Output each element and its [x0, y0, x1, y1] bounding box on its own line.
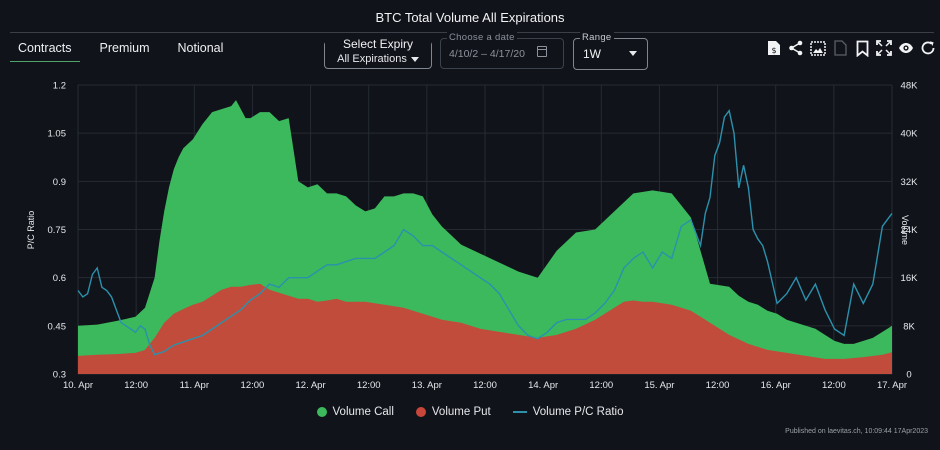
x-tick-label: 11. Apr [180, 380, 209, 391]
fullscreen-icon[interactable] [876, 39, 892, 57]
chevron-down-icon [629, 51, 637, 56]
x-axis-ticks: 10. Apr 12:00 11. Apr 12:00 12. Apr 12:00 13. … [63, 380, 907, 391]
chart-title: BTC Total Volume All Expirations [375, 10, 565, 25]
volume-pc-ratio-line [77, 109, 893, 356]
legend-item-volume-pc-ratio[interactable]: Volume P/C Ratio [512, 406, 624, 418]
x-tick-label: 12:00 [241, 380, 265, 391]
y-left-tick-label: 0.75 [48, 225, 67, 236]
x-tick-label: 12:00 [124, 380, 148, 391]
x-tick-label: 13. Apr [412, 380, 442, 391]
x-tick-label: 10. Apr [63, 380, 93, 391]
calendar-icon[interactable] [537, 46, 547, 57]
y-axis-right-label: Volume [900, 215, 910, 245]
chart-toolbar: $ [766, 39, 936, 57]
y-axis-right-ticks: 48K 40K 32K 24K 16K 8K 0 [901, 81, 919, 381]
x-tick-label: 14. Apr [528, 380, 558, 391]
invoice-icon[interactable]: $ [766, 39, 782, 57]
y-axis-left-ticks: 1.2 1.05 0.9 0.75 0.6 0.45 0.3 [48, 81, 67, 381]
y-right-tick-label: 8K [903, 321, 915, 332]
legend-label-ratio: Volume P/C Ratio [532, 406, 624, 418]
x-tick-label: 16. Apr [761, 380, 791, 391]
share-icon[interactable] [788, 39, 804, 57]
published-note: Published on laevitas.ch, 10:09:44 17Apr… [785, 428, 928, 435]
y-right-tick-label: 32K [901, 177, 919, 188]
x-tick-label: 15. Apr [644, 380, 674, 391]
y-right-tick-label: 24K [901, 225, 919, 236]
document-icon[interactable] [832, 39, 848, 57]
y-left-tick-label: 0.3 [53, 370, 66, 381]
refresh-icon[interactable] [920, 39, 936, 57]
y-right-tick-label: 40K [901, 129, 919, 140]
tab-premium[interactable]: Premium [99, 41, 150, 55]
volume-put-area [78, 283, 892, 374]
y-left-tick-label: 0.9 [53, 177, 66, 188]
x-tick-label: 12:00 [706, 380, 730, 391]
legend-item-volume-put[interactable]: Volume Put [415, 406, 491, 418]
range-value: 1W [583, 47, 601, 61]
y-left-tick-label: 0.45 [48, 321, 67, 332]
chevron-down-icon [410, 56, 419, 62]
y-left-tick-label: 0.6 [53, 273, 66, 284]
tab-notional[interactable]: Notional [177, 41, 224, 55]
tab-contracts[interactable]: Contracts [10, 38, 80, 62]
date-separator: – [481, 48, 487, 60]
legend-swatch-call [316, 407, 327, 417]
chart-legend: Volume Call Volume Put Volume P/C Ratio [0, 406, 940, 418]
range-legend: Range [580, 32, 614, 43]
date-range-picker[interactable]: Choose a date 4/10/2 – 4/17/20 [440, 32, 564, 69]
image-icon[interactable] [810, 39, 826, 57]
eye-icon[interactable] [898, 39, 914, 57]
range-select[interactable]: Range 1W [573, 32, 648, 70]
x-tick-label: 12:00 [822, 380, 846, 391]
y-right-tick-label: 16K [901, 273, 919, 284]
date-range-legend: Choose a date [447, 32, 517, 43]
y-left-tick-label: 1.2 [53, 81, 66, 92]
legend-swatch-ratio [512, 411, 527, 413]
x-tick-label: 12. Apr [296, 380, 326, 391]
legend-item-volume-call[interactable]: Volume Call [316, 406, 394, 418]
y-right-tick-label: 0 [906, 370, 911, 381]
date-end: 4/17/20 [489, 48, 525, 60]
y-right-tick-label: 48K [901, 81, 919, 92]
date-start: 4/10/2 [449, 48, 479, 60]
x-tick-label: 12:00 [589, 380, 613, 391]
x-tick-label: 17. Apr [877, 380, 907, 391]
bookmark-icon[interactable] [854, 39, 870, 57]
expiry-select[interactable]: Select Expiry All Expirations [324, 38, 432, 69]
legend-label-put: Volume Put [431, 406, 491, 418]
x-tick-label: 12:00 [357, 380, 381, 391]
y-left-tick-label: 1.05 [48, 129, 67, 140]
y-axis-left-label: P/C Ratio [26, 211, 36, 250]
x-tick-label: 12:00 [473, 380, 497, 391]
svg-text:$: $ [771, 46, 776, 55]
metric-tabs: Contracts Premium Notional [10, 38, 243, 62]
expiry-value: All Expirations [337, 53, 407, 65]
expiry-label: Select Expiry [325, 38, 431, 51]
legend-swatch-put [415, 407, 426, 417]
legend-label-call: Volume Call [332, 406, 394, 418]
